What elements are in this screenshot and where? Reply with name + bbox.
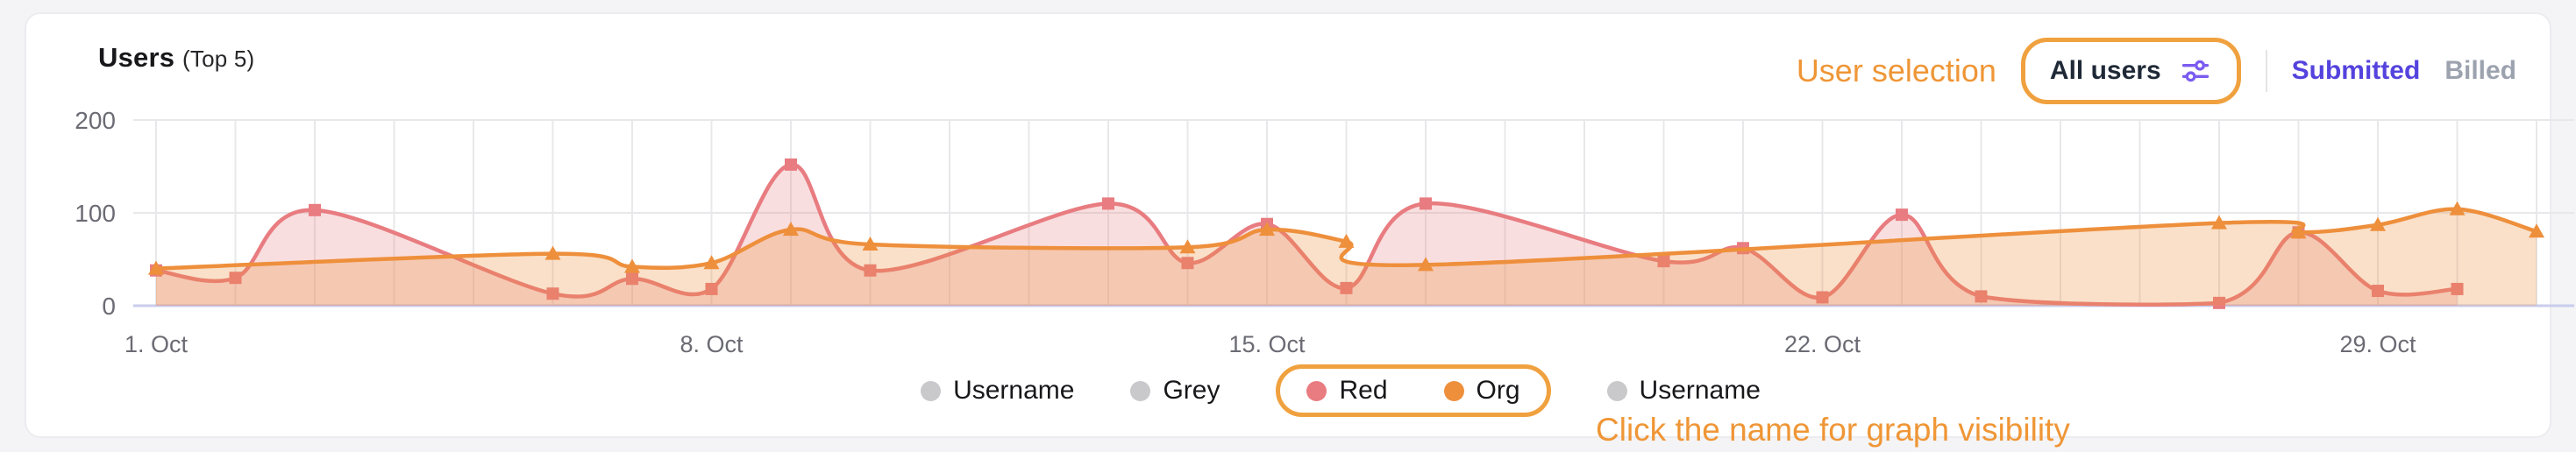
legend-highlight-box: Red Org [1276,364,1551,417]
data-point-red[interactable] [229,272,242,285]
data-point-org[interactable] [544,245,561,260]
data-point-red[interactable] [705,282,718,295]
data-point-red[interactable] [2213,296,2225,309]
data-point-red[interactable] [1975,290,1988,303]
user-selection-annotation: User selection [1796,53,1996,88]
y-tick-100: 100 [75,200,116,227]
data-point-org[interactable] [2290,224,2307,239]
chart-controls: User selection All users Submitted Bille… [1797,33,2516,109]
page-title-main: Users [98,42,175,73]
tab-billed[interactable]: Billed [2444,56,2516,85]
data-point-org[interactable] [783,222,799,237]
data-point-red[interactable] [785,158,797,171]
legend-item-username-4[interactable]: Username [1606,376,1761,406]
data-point-red[interactable] [2451,282,2464,295]
data-point-org[interactable] [2370,216,2386,231]
data-point-org[interactable] [2529,223,2544,238]
chart-legend: Username Grey Red Org Username [79,364,2576,417]
x-tick-8: 8. Oct [680,331,744,357]
data-point-org[interactable] [1418,257,1434,272]
legend-dot-red [1306,380,1327,401]
x-tick-22: 22. Oct [1784,331,1861,357]
series-line-red [155,162,2458,307]
controls-divider [2265,50,2267,92]
data-point-red[interactable] [1420,197,1432,210]
data-point-org[interactable] [1179,239,1196,254]
data-point-red[interactable] [1657,255,1670,268]
sliders-icon [2179,54,2212,88]
legend-item-red-2[interactable]: Red [1306,376,1388,406]
legend-item-username-0[interactable]: Username [921,376,1074,406]
legend-label-org: Org [1476,376,1520,405]
data-point-red[interactable] [1340,281,1353,294]
data-point-org[interactable] [1338,233,1355,248]
x-tick-15: 15. Oct [1228,331,1306,357]
y-tick-200: 200 [75,107,116,134]
data-point-red[interactable] [1102,197,1114,210]
legend-item-grey-1[interactable]: Grey [1130,376,1220,406]
legend-group-right: Username [1606,376,1761,406]
data-point-org[interactable] [624,258,640,273]
data-point-org[interactable] [2449,201,2466,215]
users-area-chart[interactable]: 0 100 200 1. Oct 8. Oct 15. Oct 22. Oct 29. Oct [26,102,2576,364]
data-point-red[interactable] [626,272,638,286]
data-point-org[interactable] [148,260,164,275]
data-point-org[interactable] [2211,215,2227,230]
series-area-org [156,208,2537,306]
x-tick-1: 1. Oct [125,331,189,357]
data-point-red[interactable] [864,264,877,277]
legend-dot-username [1606,380,1627,401]
legend-dot-grey [1130,380,1151,401]
data-point-red[interactable] [1896,208,1908,222]
data-point-red[interactable] [2372,285,2384,298]
legend-label-username: Username [1639,376,1761,405]
series-area-red [156,164,2458,306]
legend-dot-username [921,380,942,401]
legend-dot-org [1443,380,1464,401]
legend-label-red: Red [1339,376,1388,405]
data-point-red[interactable] [546,287,559,300]
page-title-suffix: (Top 5) [182,46,255,72]
legend-annotation: Click the name for graph visibility [1596,412,2070,448]
data-point-org[interactable] [1259,222,1275,237]
legend-label-grey: Grey [1163,376,1220,405]
data-point-org[interactable] [703,255,720,270]
users-chart-card: Users (Top 5) User selection All users S… [25,12,2574,448]
data-point-red[interactable] [1816,291,1829,304]
data-point-red[interactable] [1181,257,1194,270]
legend-item-org-3[interactable]: Org [1443,376,1520,406]
data-point-org[interactable] [862,237,879,251]
legend-label-username: Username [953,376,1075,405]
all-users-filter-label: All users [2049,56,2161,85]
data-point-red[interactable] [309,203,321,216]
x-tick-29: 29. Oct [2339,331,2416,357]
y-tick-0: 0 [102,293,116,320]
all-users-filter-button[interactable]: All users [2020,38,2241,104]
legend-group-left: Username Grey [921,376,1220,406]
tab-submitted[interactable]: Submitted [2291,56,2421,85]
page-title: Users (Top 5) [98,42,254,74]
